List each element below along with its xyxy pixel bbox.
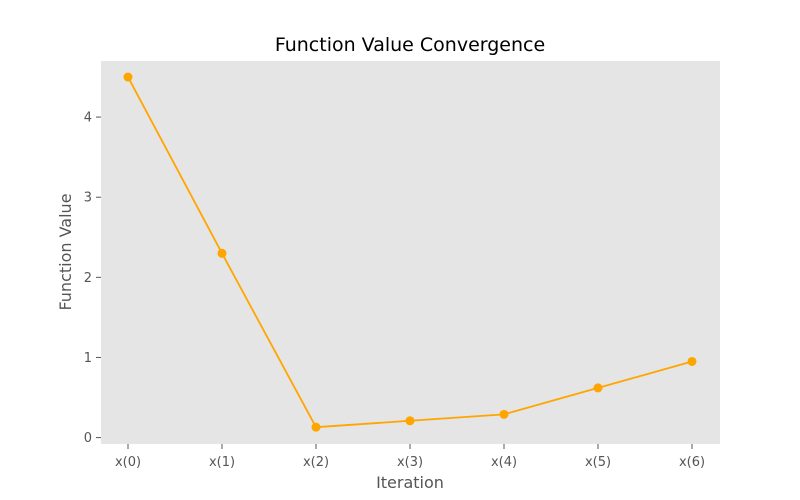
y-tick-label: 2 — [84, 271, 92, 286]
chart-title: Function Value Convergence — [275, 34, 545, 56]
y-tick-label: 1 — [84, 351, 92, 366]
x-tick-label: x(2) — [303, 455, 329, 470]
x-tick-label: x(4) — [491, 455, 517, 470]
y-tick-label: 4 — [84, 111, 92, 126]
x-axis-label: Iteration — [376, 473, 444, 492]
y-tick-label: 0 — [84, 431, 92, 446]
plot-area — [101, 61, 720, 444]
x-tick-label: x(5) — [585, 455, 611, 470]
data-point — [217, 248, 227, 258]
data-point — [311, 422, 321, 432]
x-tick-label: x(3) — [397, 455, 423, 470]
data-point — [405, 416, 415, 426]
x-tick-label: x(6) — [679, 455, 705, 470]
x-tick-label: x(0) — [115, 455, 141, 470]
y-axis: 0 1 2 3 4 — [84, 111, 101, 446]
x-tick-label: x(1) — [209, 455, 235, 470]
y-tick-label: 3 — [84, 191, 92, 206]
data-point — [499, 409, 509, 419]
data-point — [593, 383, 603, 393]
data-point — [123, 72, 133, 82]
x-axis: x(0) x(1) x(2) x(3) x(4) x(5) x(6) — [115, 444, 705, 470]
data-point — [687, 356, 697, 366]
data-points — [123, 72, 697, 432]
y-axis-label: Function Value — [56, 193, 75, 310]
